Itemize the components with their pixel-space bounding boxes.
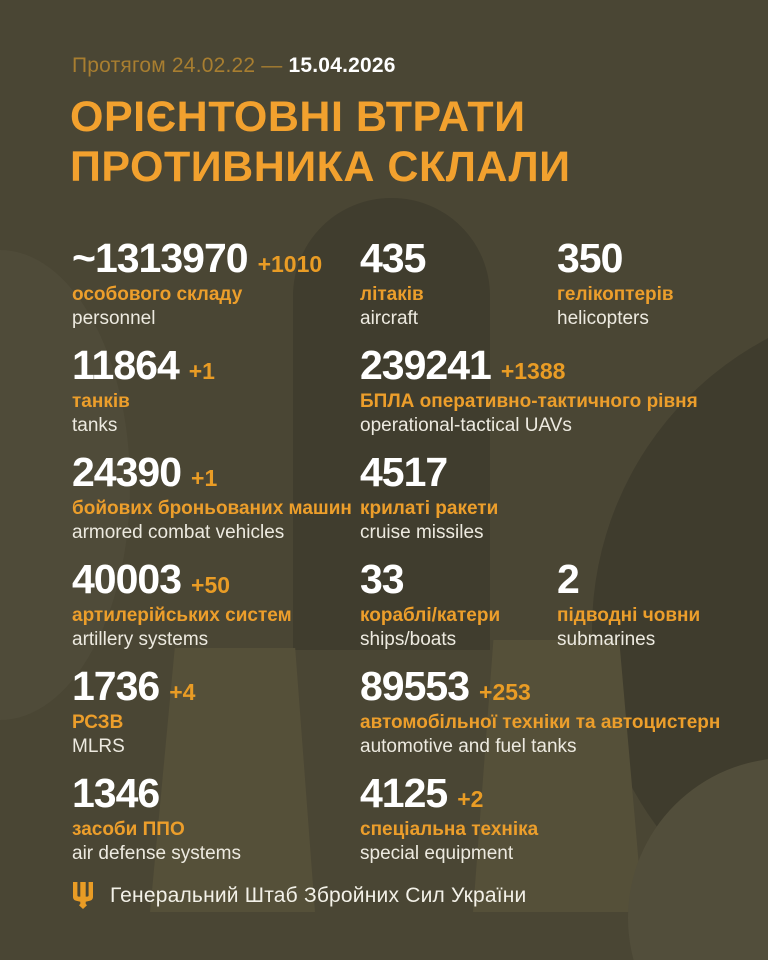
stat-value: 1736 [72, 663, 160, 709]
tryzub-icon [73, 882, 93, 909]
stat-value: 350 [557, 235, 623, 281]
stats-row: 24390 +1 бойових броньованих машин armored … [72, 450, 764, 557]
stat-label-uk: літаків [360, 284, 424, 305]
stat-value: 2 [557, 556, 580, 602]
stat-label-en: tanks [72, 415, 118, 436]
background-trident-prong-shape [293, 198, 490, 650]
stat-daily-increase: +1010 [257, 251, 323, 277]
stat-daily-increase: +4 [169, 679, 196, 705]
page-title: ОРІЄНТОВНІ ВТРАТИ ПРОТИВНИКА СКЛАЛИ [70, 92, 571, 192]
stat-label-en: air defense systems [72, 843, 241, 864]
stat-item: 2 підводні човни submarines [557, 557, 764, 652]
stat-item: 24390 +1 бойових броньованих машин armored … [72, 450, 360, 545]
stat-item: 11864 +1 танків tanks [72, 343, 360, 438]
stat-item: 350 гелікоптерів helicopters [557, 236, 764, 331]
stat-item: 1736 +4 РСЗВ MLRS [72, 664, 360, 759]
stat-label-uk: РСЗВ [72, 712, 124, 733]
background-light-band-shape [473, 640, 643, 912]
stat-label-en: armored combat vehicles [72, 522, 285, 543]
losses-stats-grid: ~1313970 +1010 особового складу personnel 43… [72, 236, 764, 878]
stats-row: 1346 засоби ППО air defense systems 4125 +2 с… [72, 771, 764, 878]
stat-label-en: special equipment [360, 843, 514, 864]
stat-item: 40003 +50 артилерійських систем artillery s… [72, 557, 360, 652]
stat-label-uk: крилаті ракети [360, 498, 499, 519]
stat-label-uk: танків [72, 391, 130, 412]
stat-value: ~1313970 [72, 235, 249, 281]
stat-item: 33 кораблі/катери ships/boats [360, 557, 557, 652]
stat-item: 239241 +1388 БПЛА оперативно-тактичного рі… [360, 343, 764, 438]
footer: Генеральний Штаб Збройних Сил України [72, 882, 527, 909]
stat-value: 1346 [72, 770, 160, 816]
stat-daily-increase: +1 [191, 465, 218, 491]
stat-label-en: ships/boats [360, 629, 457, 650]
stat-label-uk: гелікоптерів [557, 284, 674, 305]
stats-row: 40003 +50 артилерійських систем artillery s… [72, 557, 764, 664]
stat-label-en: automotive and fuel tanks [360, 736, 577, 757]
stat-daily-increase: +50 [191, 572, 231, 598]
stat-label-uk: спеціальна техніка [360, 819, 539, 840]
stat-label-en: submarines [557, 629, 656, 650]
stat-label-uk: особового складу [72, 284, 243, 305]
stat-value: 24390 [72, 449, 182, 495]
stat-value: 4517 [360, 449, 448, 495]
stat-label-uk: артилерійських систем [72, 605, 292, 626]
stat-label-en: MLRS [72, 736, 125, 757]
stat-item: 435 літаків aircraft [360, 236, 557, 331]
page-title-line1: ОРІЄНТОВНІ ВТРАТИ [70, 93, 526, 141]
background-light-band-shape [150, 648, 315, 912]
page-title-line2: ПРОТИВНИКА СКЛАЛИ [70, 143, 571, 191]
stats-row: 1736 +4 РСЗВ MLRS 89553 +253 автомобільної тех… [72, 664, 764, 771]
stat-value: 11864 [72, 342, 180, 388]
stat-value: 435 [360, 235, 426, 281]
stat-value: 4125 [360, 770, 448, 816]
footer-org-name: Генеральний Штаб Збройних Сил України [110, 883, 527, 907]
stat-label-en: artillery systems [72, 629, 209, 650]
stat-item: 4517 крилаті ракети cruise missiles [360, 450, 764, 545]
stat-label-en: helicopters [557, 308, 649, 329]
stat-daily-increase: +1388 [500, 358, 566, 384]
stat-label-uk: підводні човни [557, 605, 701, 626]
stat-label-en: aircraft [360, 308, 419, 329]
stat-label-uk: засоби ППО [72, 819, 185, 840]
stat-daily-increase: +2 [457, 786, 484, 812]
stat-label-uk: бойових броньованих машин [72, 498, 352, 519]
stat-value: 239241 [360, 342, 492, 388]
stat-label-uk: БПЛА оперативно-тактичного рівня [360, 391, 698, 412]
stat-label-uk: кораблі/катери [360, 605, 501, 626]
stat-item: 89553 +253 автомобільної техніки та автоци… [360, 664, 764, 759]
stat-value: 40003 [72, 556, 182, 602]
stats-row: 11864 +1 танків tanks 239241 +1388 БПЛА операт… [72, 343, 764, 450]
stat-item: ~1313970 +1010 особового складу personnel [72, 236, 360, 331]
stat-label-uk: автомобільної техніки та автоцистерн [360, 712, 721, 733]
report-period: Протягом 24.02.22 —15.04.2026 [72, 54, 396, 78]
stat-label-en: operational-tactical UAVs [360, 415, 572, 436]
report-date: 15.04.2026 [288, 54, 396, 77]
stats-row: ~1313970 +1010 особового складу personnel 43… [72, 236, 764, 343]
period-label: Протягом 24.02.22 — [72, 54, 283, 77]
stat-value: 89553 [360, 663, 470, 709]
stat-daily-increase: +1 [188, 358, 215, 384]
stat-daily-increase: +253 [479, 679, 531, 705]
stat-label-en: personnel [72, 308, 156, 329]
stat-item: 1346 засоби ППО air defense systems [72, 771, 360, 866]
stat-value: 33 [360, 556, 405, 602]
stat-item: 4125 +2 спеціальна техніка special equipmen… [360, 771, 764, 866]
stat-label-en: cruise missiles [360, 522, 484, 543]
